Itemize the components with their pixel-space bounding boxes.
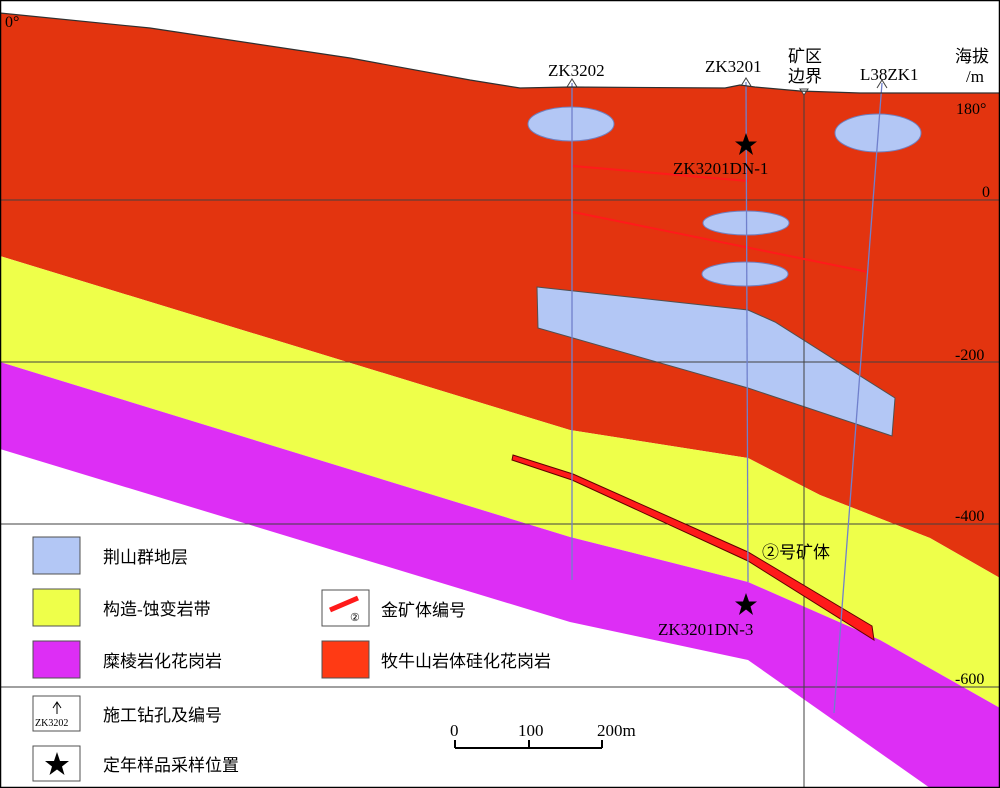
angle-right-label: 180° [956,101,986,118]
legend-label-muniu: 牧牛山岩体硅化花岗岩 [381,652,551,671]
sample-label-lower: ZK3201DN-3 [658,620,753,639]
orebody-label: ②号矿体 [762,543,830,562]
topography-line [0,12,1000,94]
legend-swatch-mileng [32,640,81,679]
elevation-tick-minus600: -600 [955,671,984,688]
drillhole-l38zk1 [833,82,883,714]
boundary-label-2: 边界 [788,67,822,86]
mylonitic-granite-unit [0,362,1000,788]
borehole-label-l38zk1: L38ZK1 [860,65,919,84]
elevation-tick-minus400: -400 [955,508,984,525]
ore-vein-lower [572,211,869,273]
ore-vein-upper [572,165,749,182]
scale-label-0: 0 [450,721,459,740]
scale-label-200: 200m [597,721,636,740]
legend-label-jingshan: 荆山群地层 [103,548,188,567]
drillhole-arrow-zk3201 [740,77,752,87]
jingshan-lens-4 [701,261,789,287]
elevation-axis-title-1: 海拔 [955,47,989,66]
legend-star-icon [45,752,69,775]
orebody-2 [511,454,875,641]
legend: 荆山群地层 构造-蚀变岩带 糜棱岩化花岗岩 ZK3202 施工钻孔及编号 定年样… [32,536,551,782]
sample-star-lower [735,593,757,615]
legend-label-mileng: 糜棱岩化花岗岩 [103,652,222,671]
legend-label-orebody: 金矿体编号 [381,601,466,620]
legend-orebody-bar [329,595,359,613]
legend-orebody-symbol: ② [350,612,360,624]
scale-bar: 0 100 200m [450,721,636,749]
angle-left-label: 0° [5,14,19,31]
elevation-tick-0: 0 [982,184,990,201]
sample-star-upper [735,133,757,155]
muniu-granite-unit [0,13,1000,578]
elevation-axis-title-2: /m [966,67,984,86]
legend-swatch-jingshan [32,536,81,575]
legend-label-borehole: 施工钻孔及编号 [103,706,222,725]
sample-label-upper: ZK3201DN-1 [673,159,768,178]
scale-label-100: 100 [518,721,544,740]
borehole-label-zk3202: ZK3202 [548,61,605,80]
alteration-zone-unit [0,256,1000,708]
legend-swatch-muniu [321,640,370,679]
boundary-label-1: 矿区 [788,47,822,66]
legend-label-alteration: 构造-蚀变岩带 [103,600,211,619]
legend-swatch-orebody [321,589,370,627]
legend-label-sample: 定年样品采样位置 [103,756,239,775]
borehole-label-zk3201: ZK3201 [705,57,762,76]
drillhole-arrow-zk3202 [566,78,578,88]
drillhole-zk3201 [745,81,749,583]
drillhole-arrow-l38zk1 [876,79,888,89]
legend-swatch-alteration [32,588,81,627]
elevation-tick-minus200: -200 [955,347,984,364]
jingshan-lens-1 [527,106,615,142]
legend-borehole-sample-id: ZK3202 [35,718,68,729]
